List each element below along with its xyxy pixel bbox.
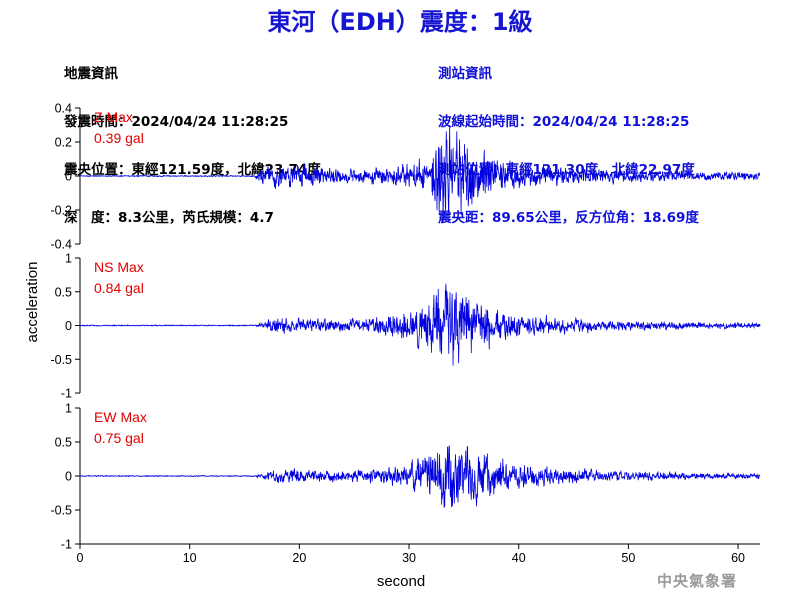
azimuth-label: 反方位角： <box>575 210 643 226</box>
x-axis-label: second <box>377 573 425 590</box>
quake-info-block: 地震資訊 發震時間：2024/04/24 11:28:25 震央位置：東經121… <box>64 34 321 242</box>
y-tick-label: -1 <box>61 387 72 401</box>
cwa-watermark: 中央氣象署 <box>657 572 738 590</box>
station-info-heading: 測站資訊 <box>438 66 492 82</box>
quake-time-value: 2024/04/24 11:28:25 <box>131 114 289 130</box>
y-tick-label: -0.4 <box>50 238 72 252</box>
azimuth-value: 18.69度 <box>642 210 699 226</box>
y-tick-label: 0 <box>65 470 72 484</box>
wave-start-label: 波線起始時間： <box>438 114 533 130</box>
x-tick-label: 10 <box>183 551 197 565</box>
y-tick-label: -0.2 <box>50 204 72 218</box>
y-tick-label: 0.5 <box>55 285 72 299</box>
x-tick-label: 30 <box>402 551 416 565</box>
y-axis-label: acceleration <box>24 262 41 343</box>
y-tick-label: 1 <box>65 252 72 266</box>
max-label-z: Z Max <box>94 109 133 125</box>
quake-time-row: 發震時間：2024/04/24 11:28:25 <box>64 114 321 130</box>
panel-ew: -1 -0.5 0 0.5 1 EW Max 0.75 gal <box>50 402 761 552</box>
x-tick-label: 60 <box>731 551 745 565</box>
magnitude-label: 芮氏規模： <box>182 210 250 226</box>
epicenter-label: 震央位置： <box>64 162 132 178</box>
y-tick-label: -0.5 <box>50 353 72 367</box>
y-tick-label: -0.5 <box>50 504 72 518</box>
x-tick-label: 20 <box>292 551 306 565</box>
waveform-ew <box>79 445 761 508</box>
wave-start-value: 2024/04/24 11:28:25 <box>532 114 690 130</box>
page-title: 東河（EDH）震度：1級 <box>267 8 533 36</box>
max-label-ns: NS Max <box>94 259 144 275</box>
depth-value: 8.3公里 <box>118 210 169 226</box>
x-tick-label: 50 <box>621 551 635 565</box>
max-label-ew: EW Max <box>94 409 147 425</box>
max-value-ew: 0.75 gal <box>94 430 144 446</box>
x-tick-label: 0 <box>77 551 84 565</box>
y-tick-label: 0 <box>65 170 72 184</box>
wave-start-row: 波線起始時間：2024/04/24 11:28:25 <box>438 114 699 130</box>
waveform-z <box>79 125 761 223</box>
max-value-ns: 0.84 gal <box>94 280 144 296</box>
distance-azimuth-row: 震央距：89.65公里，反方位角：18.69度 <box>438 210 699 226</box>
distance-label: 震央距： <box>438 210 492 226</box>
magnitude-value: 4.7 <box>249 210 274 226</box>
y-tick-label: 1 <box>65 402 72 416</box>
y-tick-label: 0.4 <box>55 102 72 116</box>
y-tick-label: 0.5 <box>55 436 72 450</box>
epicenter-value: 東經121.59度，北緯23.74度 <box>131 162 321 178</box>
y-tick-label: 0 <box>65 319 72 333</box>
y-tick-label: -1 <box>61 538 72 552</box>
max-value-z: 0.39 gal <box>94 130 144 146</box>
quake-time-label: 發震時間： <box>64 114 132 130</box>
panel-ns: -1 -0.5 0 0.5 1 NS Max 0.84 gal <box>50 252 761 401</box>
x-tick-label: 40 <box>512 551 526 565</box>
x-axis: 0 10 20 30 40 50 60 <box>77 543 760 565</box>
epicenter-row: 震央位置：東經121.59度，北緯23.74度 <box>64 162 321 178</box>
quake-info-heading: 地震資訊 <box>64 66 118 82</box>
depth-label: 深 度： <box>64 210 118 226</box>
panel-z: -0.4 -0.2 0 0.2 0.4 Z Max 0.39 gal <box>50 102 761 252</box>
depth-magnitude-row: 深 度：8.3公里，芮氏規模：4.7 <box>64 210 274 226</box>
distance-value: 89.65公里 <box>492 210 562 226</box>
seismogram-panels: -0.4 -0.2 0 0.2 0.4 Z Max 0.39 gal -1 -0.5 0 0.5 1 N… <box>50 102 761 552</box>
waveform-ns <box>79 283 761 366</box>
y-tick-label: 0.2 <box>55 136 72 150</box>
